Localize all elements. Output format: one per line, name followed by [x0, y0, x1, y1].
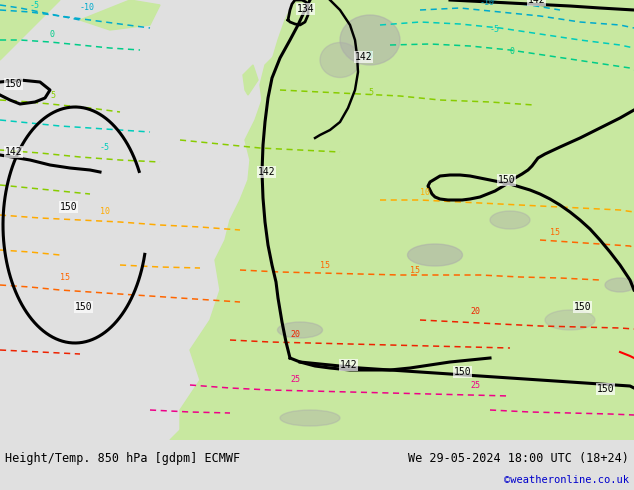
Text: 10: 10	[420, 188, 430, 197]
Text: We 29-05-2024 18:00 UTC (18+24): We 29-05-2024 18:00 UTC (18+24)	[408, 451, 629, 465]
Text: 150: 150	[498, 175, 515, 185]
Text: 15: 15	[320, 261, 330, 270]
Ellipse shape	[320, 43, 360, 77]
Text: Height/Temp. 850 hPa [gdpm] ECMWF: Height/Temp. 850 hPa [gdpm] ECMWF	[5, 451, 240, 465]
Text: 15: 15	[410, 266, 420, 275]
Ellipse shape	[340, 15, 400, 65]
Text: 0: 0	[510, 47, 515, 56]
Text: -10: -10	[80, 3, 95, 12]
Ellipse shape	[280, 410, 340, 426]
Text: 142: 142	[5, 147, 23, 157]
Polygon shape	[80, 0, 160, 30]
Text: 150: 150	[454, 367, 472, 377]
Text: 150: 150	[60, 202, 77, 212]
Polygon shape	[260, 55, 282, 110]
Text: 0: 0	[50, 30, 55, 39]
Text: 150: 150	[574, 302, 592, 312]
Text: ©weatheronline.co.uk: ©weatheronline.co.uk	[504, 475, 629, 485]
Text: -5: -5	[30, 1, 40, 10]
Text: 5: 5	[368, 88, 373, 97]
Text: -5: -5	[100, 143, 110, 152]
Ellipse shape	[490, 211, 530, 229]
Text: 5: 5	[50, 91, 55, 100]
Polygon shape	[0, 0, 60, 60]
Text: 150: 150	[5, 79, 23, 89]
Text: 10: 10	[100, 207, 110, 216]
Text: -5: -5	[490, 25, 500, 34]
Polygon shape	[243, 65, 258, 95]
Text: 150: 150	[75, 302, 93, 312]
Text: 25: 25	[470, 381, 480, 390]
Text: 25: 25	[290, 375, 300, 384]
Text: 0: 0	[368, 51, 373, 60]
Text: 15: 15	[60, 273, 70, 282]
Text: 20: 20	[290, 330, 300, 339]
Text: 142: 142	[340, 360, 358, 370]
Text: 134: 134	[297, 4, 314, 14]
Text: -10: -10	[480, 0, 495, 7]
Polygon shape	[170, 350, 295, 440]
Text: 142: 142	[355, 52, 373, 62]
Ellipse shape	[605, 278, 634, 292]
Text: 142: 142	[528, 0, 546, 5]
Ellipse shape	[278, 322, 323, 338]
Text: 15: 15	[550, 228, 560, 237]
Text: 150: 150	[597, 384, 614, 394]
Text: 142: 142	[258, 167, 276, 177]
Text: 20: 20	[470, 307, 480, 316]
Ellipse shape	[408, 244, 462, 266]
Polygon shape	[180, 0, 634, 440]
Ellipse shape	[545, 310, 595, 330]
